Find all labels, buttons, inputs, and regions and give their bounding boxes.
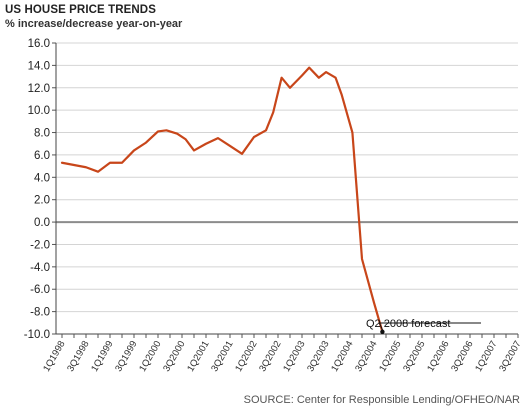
x-tick-label: 1Q1999 — [89, 339, 115, 374]
price-trend-line — [60, 66, 384, 333]
y-tick-label: 8.0 — [34, 128, 50, 140]
y-tick-label: 0.0 — [34, 217, 50, 229]
y-tick-label: 10.0 — [28, 105, 50, 117]
x-tick-label: 1Q2000 — [137, 339, 163, 374]
y-tick-label: 2.0 — [34, 195, 50, 207]
x-tick-label: 3Q2000 — [161, 339, 187, 374]
chart-title: US HOUSE PRICE TRENDS — [5, 4, 156, 16]
x-tick-label: 1Q2005 — [377, 339, 403, 374]
x-tick-label: 1Q2004 — [329, 339, 355, 374]
chart-subtitle: % increase/decrease year-on-year — [5, 18, 183, 30]
gridlines — [56, 42, 518, 335]
annotation-layer: Q2 2008 forecast — [366, 318, 481, 330]
forecast-annotation: Q2 2008 forecast — [366, 318, 450, 330]
y-tick-label: -8.0 — [30, 307, 50, 319]
y-axis: 16.0 14.0 12.0 10.0 8.0 6.0 4.0 2.0 0.0 -2.0 -4.0 -… — [24, 38, 57, 341]
x-tick-label: 1Q2001 — [185, 339, 211, 374]
y-tick-label: -10.0 — [24, 329, 50, 341]
y-tick-label: -2.0 — [30, 239, 50, 251]
x-tick-label: 3Q2007 — [497, 339, 523, 374]
y-tick-label: 6.0 — [34, 150, 50, 162]
x-tick-label: 1Q2007 — [473, 339, 499, 374]
y-tick-label: 14.0 — [28, 60, 50, 72]
x-axis: 1Q19983Q19981Q19993Q19991Q20003Q20001Q20… — [41, 333, 524, 374]
x-tick-label: 3Q2003 — [305, 339, 331, 374]
x-tick-label: 3Q2001 — [209, 339, 235, 374]
x-tick-label: 3Q2002 — [257, 339, 283, 374]
x-tick-label: 3Q2004 — [353, 339, 379, 374]
y-tick-label: 12.0 — [28, 83, 50, 95]
x-tick-label: 3Q2005 — [401, 339, 427, 374]
x-tick-label: 1Q2003 — [281, 339, 307, 374]
x-tick-label: 1Q2002 — [233, 339, 259, 374]
x-tick-label: 1Q1998 — [41, 339, 67, 374]
x-tick-label: 1Q2006 — [425, 339, 451, 374]
y-tick-label: 4.0 — [34, 172, 50, 184]
x-tick-label: 3Q1999 — [113, 339, 139, 374]
source-note: SOURCE: Center for Responsible Lending/O… — [243, 394, 520, 406]
y-tick-label: -6.0 — [30, 284, 50, 296]
y-tick-label: -4.0 — [30, 262, 50, 274]
annotation-leader — [378, 322, 383, 330]
x-tick-label: 3Q1998 — [65, 339, 91, 374]
x-tick-label: 3Q2006 — [449, 339, 475, 374]
y-tick-label: 16.0 — [28, 38, 50, 50]
forecast-point — [380, 329, 385, 334]
series-layer — [60, 66, 385, 334]
